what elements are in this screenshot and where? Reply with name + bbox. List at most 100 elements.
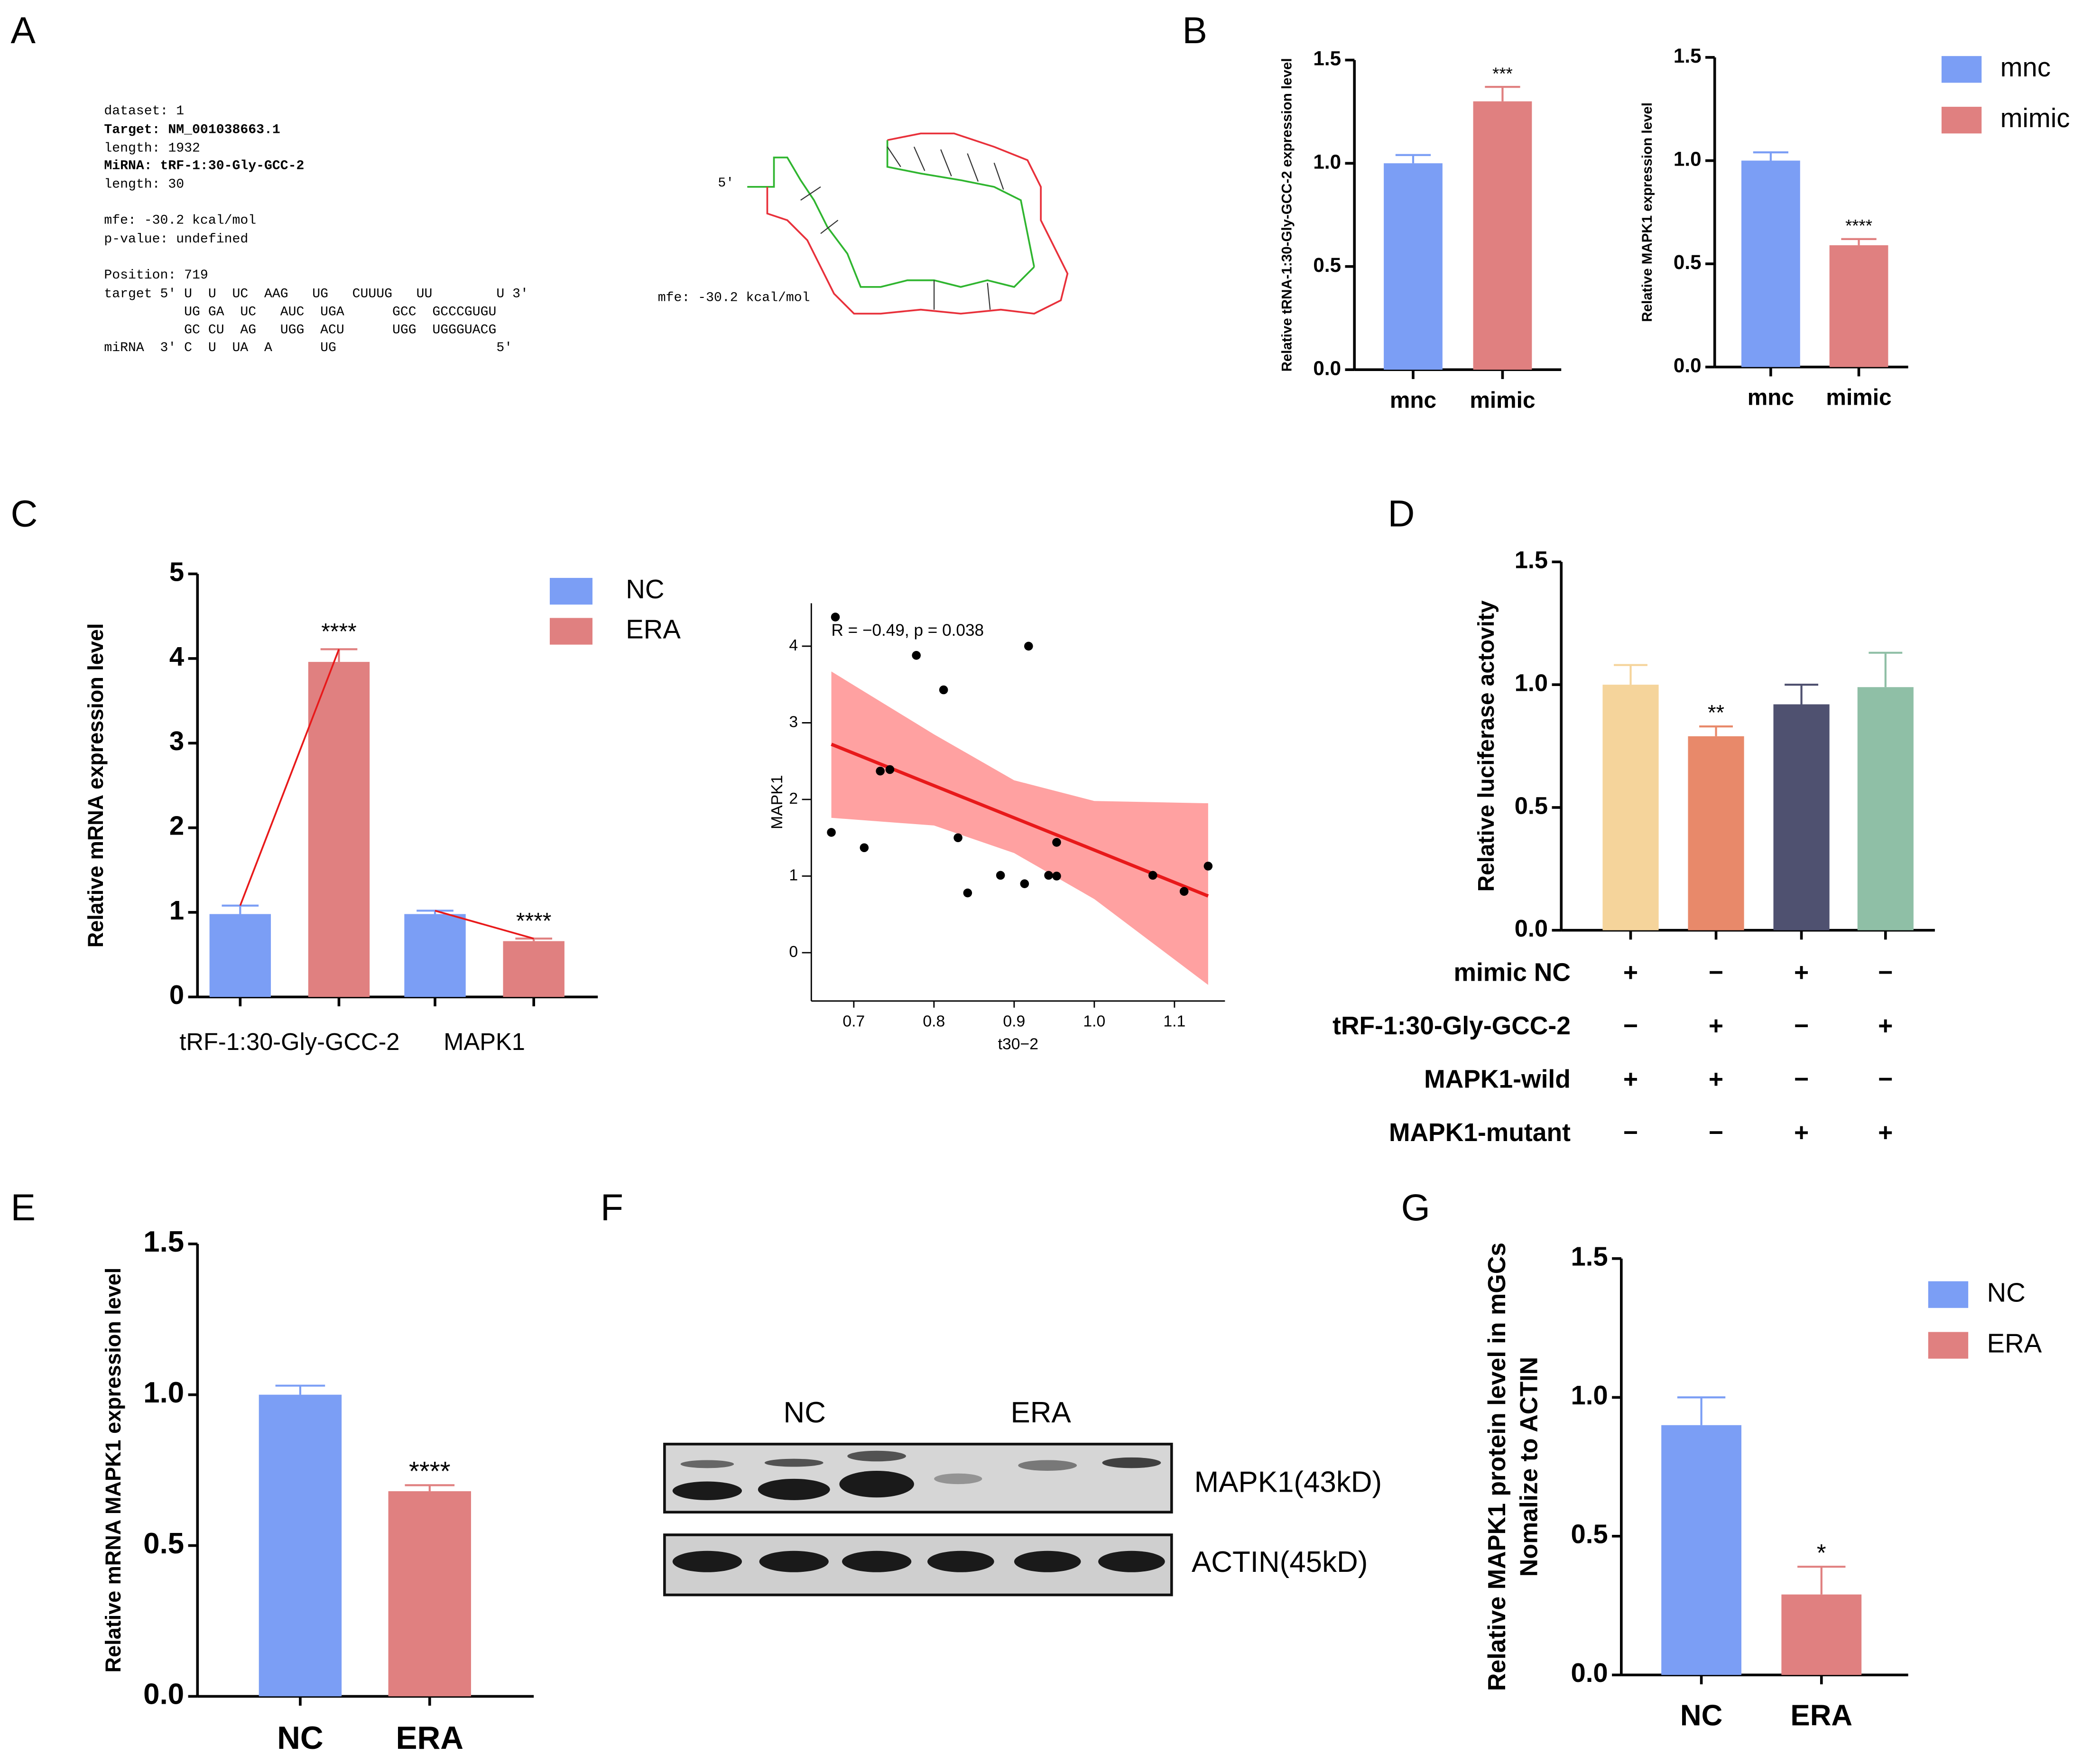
connector	[239, 649, 340, 906]
y-tick-label: 1.0	[1313, 150, 1341, 173]
y-tick-label: 2	[789, 789, 798, 808]
y-axis-label: MAPK1	[768, 775, 786, 829]
info-line: Position: 719	[104, 268, 208, 283]
point	[1148, 871, 1157, 880]
condition-sign: +	[1794, 959, 1809, 987]
x-tick-label: 0.7	[842, 1012, 865, 1031]
x-tick-label: 1.0	[1083, 1012, 1105, 1031]
legend-swatch	[1941, 107, 1982, 134]
blot-band: ACTIN(45kD)	[1192, 1546, 1368, 1578]
info-line: MiRNA: tRF-1:30-Gly-GCC-2	[104, 158, 304, 173]
y-tick-label: 0.5	[143, 1527, 184, 1560]
y-tick-label: 0	[789, 943, 798, 961]
point	[827, 828, 836, 837]
point	[996, 871, 1005, 880]
y-tick-label: 3	[789, 713, 798, 731]
y-tick-label: 2	[169, 811, 184, 841]
y-axis-label: Nomalize to ACTIN	[1515, 1357, 1543, 1577]
bar	[1773, 704, 1830, 930]
y-axis-label: Relative mRNA MAPK1 expression level	[101, 1268, 125, 1673]
info-line: length: 30	[104, 177, 184, 192]
y-tick-label: 1.0	[1515, 669, 1548, 696]
point	[1024, 641, 1033, 651]
y-tick-label: 1.5	[1571, 1242, 1608, 1272]
x-tick-label: ERA	[396, 1720, 464, 1756]
bar	[1857, 687, 1914, 930]
chart: 0.0 0.5 1.0 1.5 Relative MAPK1 expression le…	[1639, 45, 2070, 410]
y-tick-label: 3	[169, 726, 184, 756]
y-tick-label: 4	[169, 641, 184, 671]
condition-label: mimic NC	[1453, 959, 1570, 987]
y-tick-label: 1.5	[143, 1226, 184, 1258]
chart: 0 1 2 3 4 MAPK1 0.7 0.8 0.9 1.0 1.1 t30−2 R = −0.49,…	[768, 603, 1225, 1053]
bar	[404, 914, 466, 997]
condition-sign: −	[1794, 1012, 1809, 1040]
y-tick-label: 4	[789, 636, 798, 654]
condition-sign: −	[1623, 1012, 1638, 1040]
point	[953, 833, 962, 843]
blot-group: NC	[784, 1396, 826, 1429]
x-tick-label: mimic	[1826, 385, 1891, 410]
bar	[388, 1491, 471, 1697]
y-axis-label: Relative MAPK1 protein level in mGCs	[1483, 1243, 1511, 1691]
condition-sign: +	[1878, 1119, 1893, 1147]
y-tick-label: 1.0	[1571, 1380, 1608, 1410]
point	[1020, 879, 1029, 888]
fit-line	[831, 743, 1209, 898]
x-tick-label: ERA	[1790, 1699, 1852, 1732]
bar	[308, 662, 370, 997]
x-tick-label: 1.1	[1163, 1012, 1185, 1031]
point	[1044, 871, 1053, 880]
structure-label: 5'	[718, 176, 734, 191]
y-tick-label: 1.0	[143, 1376, 184, 1409]
info-line: p-value: undefined	[104, 232, 248, 247]
y-axis-label: Relative mRNA expression level	[83, 623, 108, 948]
condition-sign: +	[1794, 1119, 1809, 1147]
condition-label: tRF-1:30-Gly-GCC-2	[1332, 1012, 1571, 1040]
y-tick-label: 5	[169, 557, 184, 586]
panel-label: D	[1388, 492, 1415, 534]
y-tick-label: 1	[169, 895, 184, 925]
structure-label: mfe: -30.2 kcal/mol	[658, 291, 810, 306]
info-line: dataset: 1	[104, 104, 184, 119]
y-axis-label: Relative tRNA-1:30-Gly-GCC-2 expression …	[1279, 58, 1295, 371]
x-axis-label: t30−2	[998, 1035, 1038, 1053]
condition-sign: +	[1623, 1066, 1638, 1094]
x-tick-label: mimic	[1470, 388, 1535, 413]
chart: 0.0 0.5 1.0 1.5 Relative MAPK1 protein level…	[1483, 1242, 2042, 1732]
x-tick-label: mnc	[1748, 385, 1794, 410]
bar	[1661, 1425, 1741, 1675]
point	[876, 766, 885, 776]
chart: 0.0 0.5 1.0 1.5 Relative mRNA MAPK1 expressi…	[101, 1226, 534, 1756]
legend-label: NC	[1987, 1278, 2026, 1308]
legend-label: mnc	[2000, 52, 2051, 82]
y-tick-label: 0.0	[1674, 354, 1702, 377]
significance: ****	[321, 619, 356, 644]
x-tick-label: mnc	[1390, 388, 1436, 413]
panel-label: B	[1182, 9, 1207, 51]
x-tick-label: MAPK1	[444, 1028, 525, 1055]
bar	[1384, 163, 1443, 370]
stat-annotation: R = −0.49, p = 0.038	[832, 621, 984, 640]
x-tick-label: NC	[277, 1720, 323, 1756]
panel-label: C	[11, 492, 38, 534]
x-tick-label: 0.9	[1003, 1012, 1025, 1031]
condition-sign: +	[1709, 1066, 1723, 1094]
point	[860, 843, 869, 853]
y-tick-label: 1.5	[1515, 547, 1548, 574]
significance: ***	[1492, 64, 1513, 83]
blot-band: MAPK1(43kD)	[1194, 1466, 1382, 1498]
point	[1052, 838, 1061, 847]
point	[831, 613, 840, 622]
condition-sign: +	[1709, 1012, 1723, 1040]
legend-swatch	[549, 618, 592, 645]
x-tick-label: tRF-1:30-Gly-GCC-2	[179, 1028, 399, 1055]
chart: 0.0 0.5 1.0 1.5 Relative luciferase actovity…	[1332, 547, 1935, 1147]
info-line: length: 1932	[104, 141, 200, 156]
legend-label: ERA	[1987, 1328, 2042, 1358]
confidence-band	[831, 671, 1208, 985]
legend-label: ERA	[626, 614, 681, 644]
y-axis-label: Relative MAPK1 expression level	[1639, 102, 1655, 322]
condition-label: MAPK1-mutant	[1389, 1119, 1571, 1147]
western-blot	[663, 1442, 1173, 1597]
